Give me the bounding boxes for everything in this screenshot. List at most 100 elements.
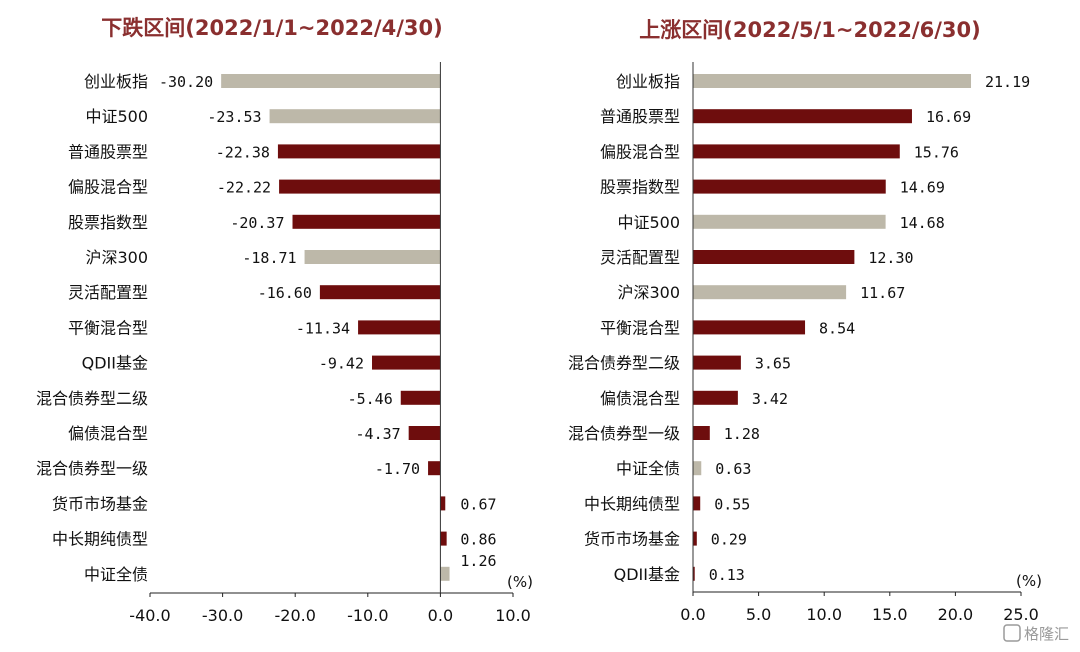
left-category-label: 普通股票型 bbox=[68, 142, 148, 161]
right-category-label: 偏股混合型 bbox=[600, 142, 680, 161]
right-value-label: 1.28 bbox=[724, 425, 760, 443]
left-category-label: 中长期纯债型 bbox=[52, 530, 148, 549]
right-x-tick-label: 10.0 bbox=[806, 605, 842, 624]
left-bar bbox=[440, 496, 446, 511]
left-bar bbox=[440, 566, 450, 581]
left-value-label: -22.22 bbox=[217, 179, 271, 197]
right-value-label: 14.69 bbox=[900, 179, 945, 197]
left-value-label: -4.37 bbox=[356, 425, 401, 443]
right-chart-title: 上涨区间(2022/5/1~2022/6/30) bbox=[639, 18, 980, 42]
right-bar bbox=[693, 214, 886, 229]
left-bar bbox=[408, 426, 441, 440]
left-x-tick-label: -40.0 bbox=[129, 606, 170, 625]
left-bar bbox=[279, 179, 441, 194]
right-category-label: 创业板指 bbox=[616, 72, 680, 91]
right-category-label: 中证全债 bbox=[616, 459, 680, 478]
right-category-label: 普通股票型 bbox=[600, 107, 680, 126]
right-x-tick-label: 0.0 bbox=[680, 605, 705, 624]
right-value-label: 15.76 bbox=[914, 143, 959, 161]
right-bar bbox=[693, 144, 900, 159]
left-category-label: 沪深300 bbox=[85, 248, 148, 267]
left-category-label: 创业板指 bbox=[84, 72, 148, 91]
right-category-label: 中证500 bbox=[617, 213, 680, 232]
right-bar bbox=[693, 390, 738, 405]
left-category-label: 货币市场基金 bbox=[52, 494, 148, 513]
right-bar bbox=[693, 426, 710, 440]
right-value-label: 3.42 bbox=[752, 390, 788, 408]
right-value-label: 0.55 bbox=[714, 495, 750, 513]
left-value-label: -20.37 bbox=[230, 214, 284, 232]
right-value-label: 8.54 bbox=[819, 319, 855, 337]
right-bar bbox=[693, 461, 702, 476]
right-bar bbox=[693, 179, 886, 194]
left-x-tick-label: 0.0 bbox=[428, 606, 453, 625]
left-category-label: 灵活配置型 bbox=[68, 283, 148, 302]
right-unit-label: (%) bbox=[1016, 572, 1042, 590]
left-value-label: -9.42 bbox=[319, 355, 364, 373]
left-value-label: -1.70 bbox=[375, 460, 420, 478]
right-value-label: 0.13 bbox=[709, 566, 745, 584]
right-category-label: 股票指数型 bbox=[600, 178, 680, 197]
left-bar bbox=[304, 250, 441, 264]
right-category-label: 沪深300 bbox=[617, 283, 680, 302]
left-category-label: 平衡混合型 bbox=[68, 318, 148, 337]
right-category-label: 货币市场基金 bbox=[584, 530, 680, 549]
left-bar bbox=[319, 285, 441, 300]
right-category-label: 混合债券型二级 bbox=[568, 354, 680, 373]
left-bar bbox=[428, 461, 441, 476]
right-bar-chart: 0.0 5.0 10.0 15.0 20.0 25.0 创业板指 21.19 普通股票型 16.6… bbox=[568, 62, 1039, 624]
right-bar bbox=[693, 74, 972, 88]
left-category-label: 中证全债 bbox=[84, 565, 148, 584]
left-value-label: 1.26 bbox=[460, 552, 496, 570]
watermark-text: 格隆汇 bbox=[1024, 625, 1069, 643]
left-value-label: -18.71 bbox=[242, 249, 296, 267]
right-value-label: 21.19 bbox=[985, 73, 1030, 91]
right-bar bbox=[693, 285, 847, 300]
left-bar bbox=[269, 109, 441, 124]
left-chart-title: 下跌区间(2022/1/1~2022/4/30) bbox=[101, 16, 442, 40]
left-value-label: -30.20 bbox=[159, 73, 213, 91]
right-bar bbox=[693, 355, 741, 370]
left-value-label: -16.60 bbox=[258, 284, 312, 302]
right-bar bbox=[693, 531, 697, 546]
left-value-label: -23.53 bbox=[207, 108, 261, 126]
right-bar bbox=[693, 250, 855, 264]
right-bar bbox=[693, 496, 701, 511]
right-bar bbox=[693, 566, 695, 581]
left-bar bbox=[358, 320, 441, 335]
left-value-label: 0.86 bbox=[460, 531, 496, 549]
right-bar bbox=[693, 109, 912, 124]
left-category-label: 混合债券型二级 bbox=[36, 389, 148, 408]
left-value-label: -5.46 bbox=[348, 390, 393, 408]
right-bar bbox=[693, 320, 806, 335]
left-x-tick-label: -20.0 bbox=[274, 606, 315, 625]
right-value-label: 0.29 bbox=[711, 531, 747, 549]
left-bar bbox=[221, 74, 441, 88]
right-category-label: 中长期纯债型 bbox=[584, 494, 680, 513]
right-category-label: 平衡混合型 bbox=[600, 318, 680, 337]
right-category-label: QDII基金 bbox=[614, 565, 680, 584]
left-value-label: 0.67 bbox=[460, 495, 496, 513]
left-bar bbox=[292, 214, 441, 229]
left-category-label: 股票指数型 bbox=[68, 213, 148, 232]
right-value-label: 0.63 bbox=[715, 460, 751, 478]
left-category-label: 混合债券型一级 bbox=[36, 459, 148, 478]
left-category-label: 偏股混合型 bbox=[68, 178, 148, 197]
left-value-label: -11.34 bbox=[296, 319, 350, 337]
left-unit-label: (%) bbox=[507, 573, 533, 591]
right-x-tick-label: 5.0 bbox=[746, 605, 771, 624]
right-category-label: 灵活配置型 bbox=[600, 248, 680, 267]
right-value-label: 16.69 bbox=[926, 108, 971, 126]
left-value-label: -22.38 bbox=[216, 143, 270, 161]
watermark: 格隆汇 bbox=[1003, 624, 1069, 643]
watermark-logo-icon bbox=[1003, 624, 1021, 642]
right-value-label: 12.30 bbox=[868, 249, 913, 267]
left-category-label: 中证500 bbox=[85, 107, 148, 126]
left-x-tick-label: -10.0 bbox=[347, 606, 388, 625]
right-x-tick-label: 20.0 bbox=[938, 605, 974, 624]
right-category-label: 混合债券型一级 bbox=[568, 424, 680, 443]
left-bar bbox=[372, 355, 441, 370]
right-x-tick-label: 15.0 bbox=[872, 605, 908, 624]
right-x-tick-label: 25.0 bbox=[1003, 605, 1039, 624]
